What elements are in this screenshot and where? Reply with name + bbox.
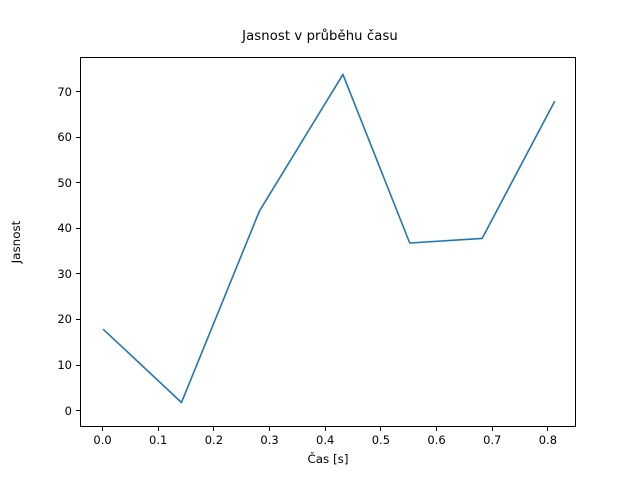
y-tick-mark [76,364,80,366]
x-tick-mark [157,427,159,431]
y-tick-mark [76,182,80,184]
x-tick-label: 0.2 [204,433,224,447]
x-tick-label: 0.1 [149,433,168,447]
y-tick-label: 20 [57,312,72,327]
y-tick-mark [76,318,80,320]
x-tick-label: 0.8 [538,433,558,447]
y-tick-label: 0 [64,403,72,418]
x-tick-mark [491,427,493,431]
y-axis-label: Jasnost [9,220,23,264]
x-tick-label: 0.4 [316,433,335,447]
line-series-svg [102,73,556,404]
y-tick-label: 10 [57,358,72,373]
y-tick-mark [76,136,80,138]
y-tick-label: 50 [57,175,72,190]
x-tick-mark [102,427,104,431]
x-tick-label: 0.5 [371,433,391,447]
plot-area [80,57,576,427]
x-tick-mark [213,427,215,431]
x-tick-mark [269,427,271,431]
x-tick-label: 0.3 [260,433,279,447]
x-tick-mark [324,427,326,431]
x-tick-mark [436,427,438,431]
x-axis-label: Čas [s] [307,452,349,466]
y-tick-mark [76,91,80,93]
y-tick-mark [76,273,80,275]
y-tick-mark [76,410,80,412]
y-tick-label: 40 [57,221,72,236]
y-tick-label: 70 [57,84,72,99]
data-line-jasnost [102,73,556,404]
x-tick-mark [547,427,549,431]
chart-title: Jasnost v průběhu času [242,29,398,44]
y-tick-mark [76,227,80,229]
x-tick-label: 0.6 [427,433,446,447]
x-tick-mark [380,427,382,431]
x-tick-label: 0.7 [483,433,502,447]
y-tick-label: 60 [57,130,72,145]
x-tick-label: 0.0 [93,433,112,447]
y-axis-label-container: Jasnost [0,57,32,427]
y-tick-label: 30 [57,266,72,281]
